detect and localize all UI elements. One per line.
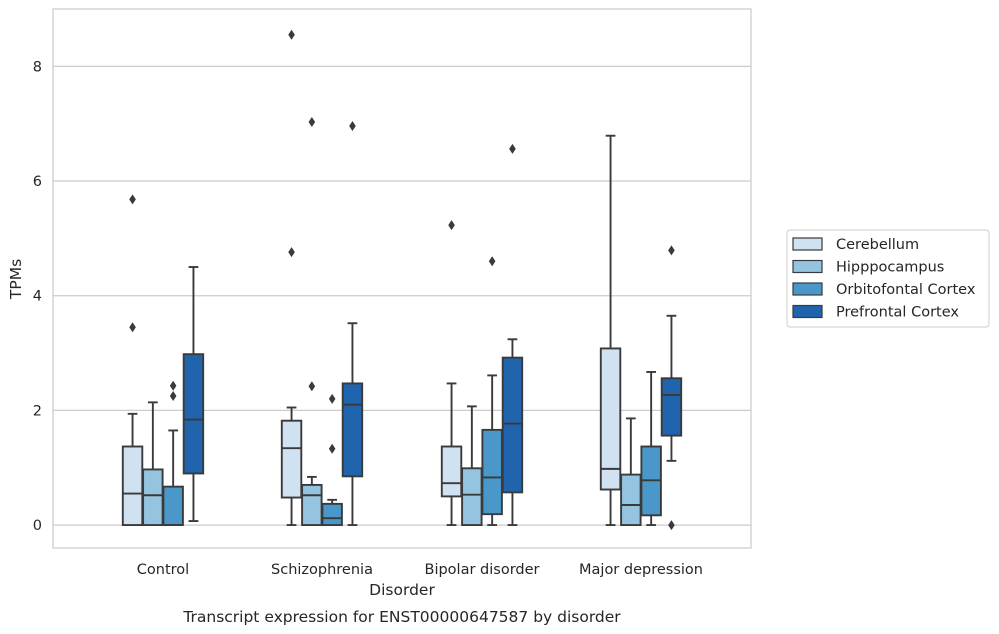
box-iqr	[182, 353, 205, 475]
y-tick-label: 0	[33, 518, 42, 534]
x-tick-label: Major depression	[579, 562, 703, 578]
outlier-point	[328, 393, 336, 404]
box-orbitofontal-cortex-2	[481, 256, 503, 527]
legend-item: Prefrontal Cortex	[792, 304, 959, 321]
box-prefrontal-cortex-1	[341, 120, 364, 527]
x-axis-title: Disorder	[369, 581, 435, 599]
legend-item: Hipppocampus	[792, 259, 944, 276]
box-iqr	[620, 473, 642, 527]
x-tick-label: Bipolar disorder	[425, 562, 540, 578]
outlier-point	[349, 120, 356, 131]
y-tick-label: 8	[33, 59, 42, 75]
legend-swatch	[792, 237, 823, 251]
x-tick-label: Schizophrenia	[271, 562, 373, 578]
box-orbitofontal-cortex-0	[162, 380, 184, 527]
y-tick-label: 6	[33, 174, 42, 190]
box-hipppocampus-2	[461, 405, 483, 527]
box-iqr	[121, 445, 144, 527]
outlier-point	[668, 245, 675, 256]
legend-frame	[786, 229, 990, 328]
outlier-point	[129, 322, 136, 333]
outlier-point	[288, 29, 295, 40]
legend-swatch	[792, 259, 823, 274]
outlier-point	[448, 220, 455, 231]
legend-item: Cerebellum	[792, 237, 919, 253]
box-iqr	[162, 485, 184, 527]
x-tick-labels: Control Schizophrenia Bipolar disorder Majo…	[137, 562, 703, 578]
box-cerebellum-3	[599, 134, 622, 527]
box-iqr	[481, 428, 503, 516]
box-iqr	[660, 377, 683, 437]
boxes-layer	[121, 29, 683, 531]
plot-background	[53, 9, 751, 548]
legend-swatch	[792, 282, 823, 296]
box-iqr	[440, 445, 463, 498]
legend-swatch	[792, 304, 823, 319]
box-iqr	[321, 502, 343, 527]
box-iqr	[461, 467, 483, 527]
legend-label: Hipppocampus	[836, 260, 944, 276]
y-tick-labels: 0 2 4 6 8	[33, 59, 42, 534]
box-orbitofontal-cortex-1	[321, 393, 343, 527]
outlier-point	[169, 391, 177, 402]
chart-title: Transcript expression for ENST0000064758…	[182, 608, 621, 626]
outlier-point	[169, 380, 177, 391]
legend-item: Orbitofontal Cortex	[792, 282, 976, 298]
box-prefrontal-cortex-2	[501, 143, 524, 527]
outlier-point	[308, 381, 316, 392]
box-orbitofontal-cortex-3	[640, 371, 662, 527]
legend-label: Prefrontal Cortex	[836, 305, 959, 321]
legend-label: Cerebellum	[836, 237, 919, 253]
y-tick-label: 4	[33, 289, 42, 305]
outlier-point	[488, 256, 496, 267]
legend: Cerebellum Hipppocampus Orbitofontal Corte…	[786, 229, 990, 328]
plot-frame	[52, 8, 752, 549]
box-cerebellum-2	[440, 220, 463, 527]
box-iqr	[599, 347, 622, 491]
outlier-point	[328, 443, 336, 454]
box-hipppocampus-3	[620, 417, 642, 527]
box-iqr	[301, 483, 323, 527]
box-cerebellum-1	[280, 29, 303, 527]
box-prefrontal-cortex-0	[182, 266, 205, 522]
y-tick-label: 2	[33, 403, 42, 419]
outlier-point	[668, 520, 675, 531]
outlier-point	[288, 247, 295, 258]
box-iqr	[341, 382, 364, 478]
legend-label: Orbitofontal Cortex	[836, 282, 976, 298]
outlier-point	[509, 143, 516, 154]
box-iqr	[280, 419, 303, 499]
outlier-point	[308, 116, 316, 127]
box-iqr	[501, 356, 524, 494]
x-tick-label: Control	[137, 562, 189, 578]
outlier-point	[129, 194, 136, 205]
box-iqr	[142, 468, 164, 527]
box-prefrontal-cortex-3	[660, 245, 683, 531]
y-axis-title: TPMs	[7, 259, 25, 300]
